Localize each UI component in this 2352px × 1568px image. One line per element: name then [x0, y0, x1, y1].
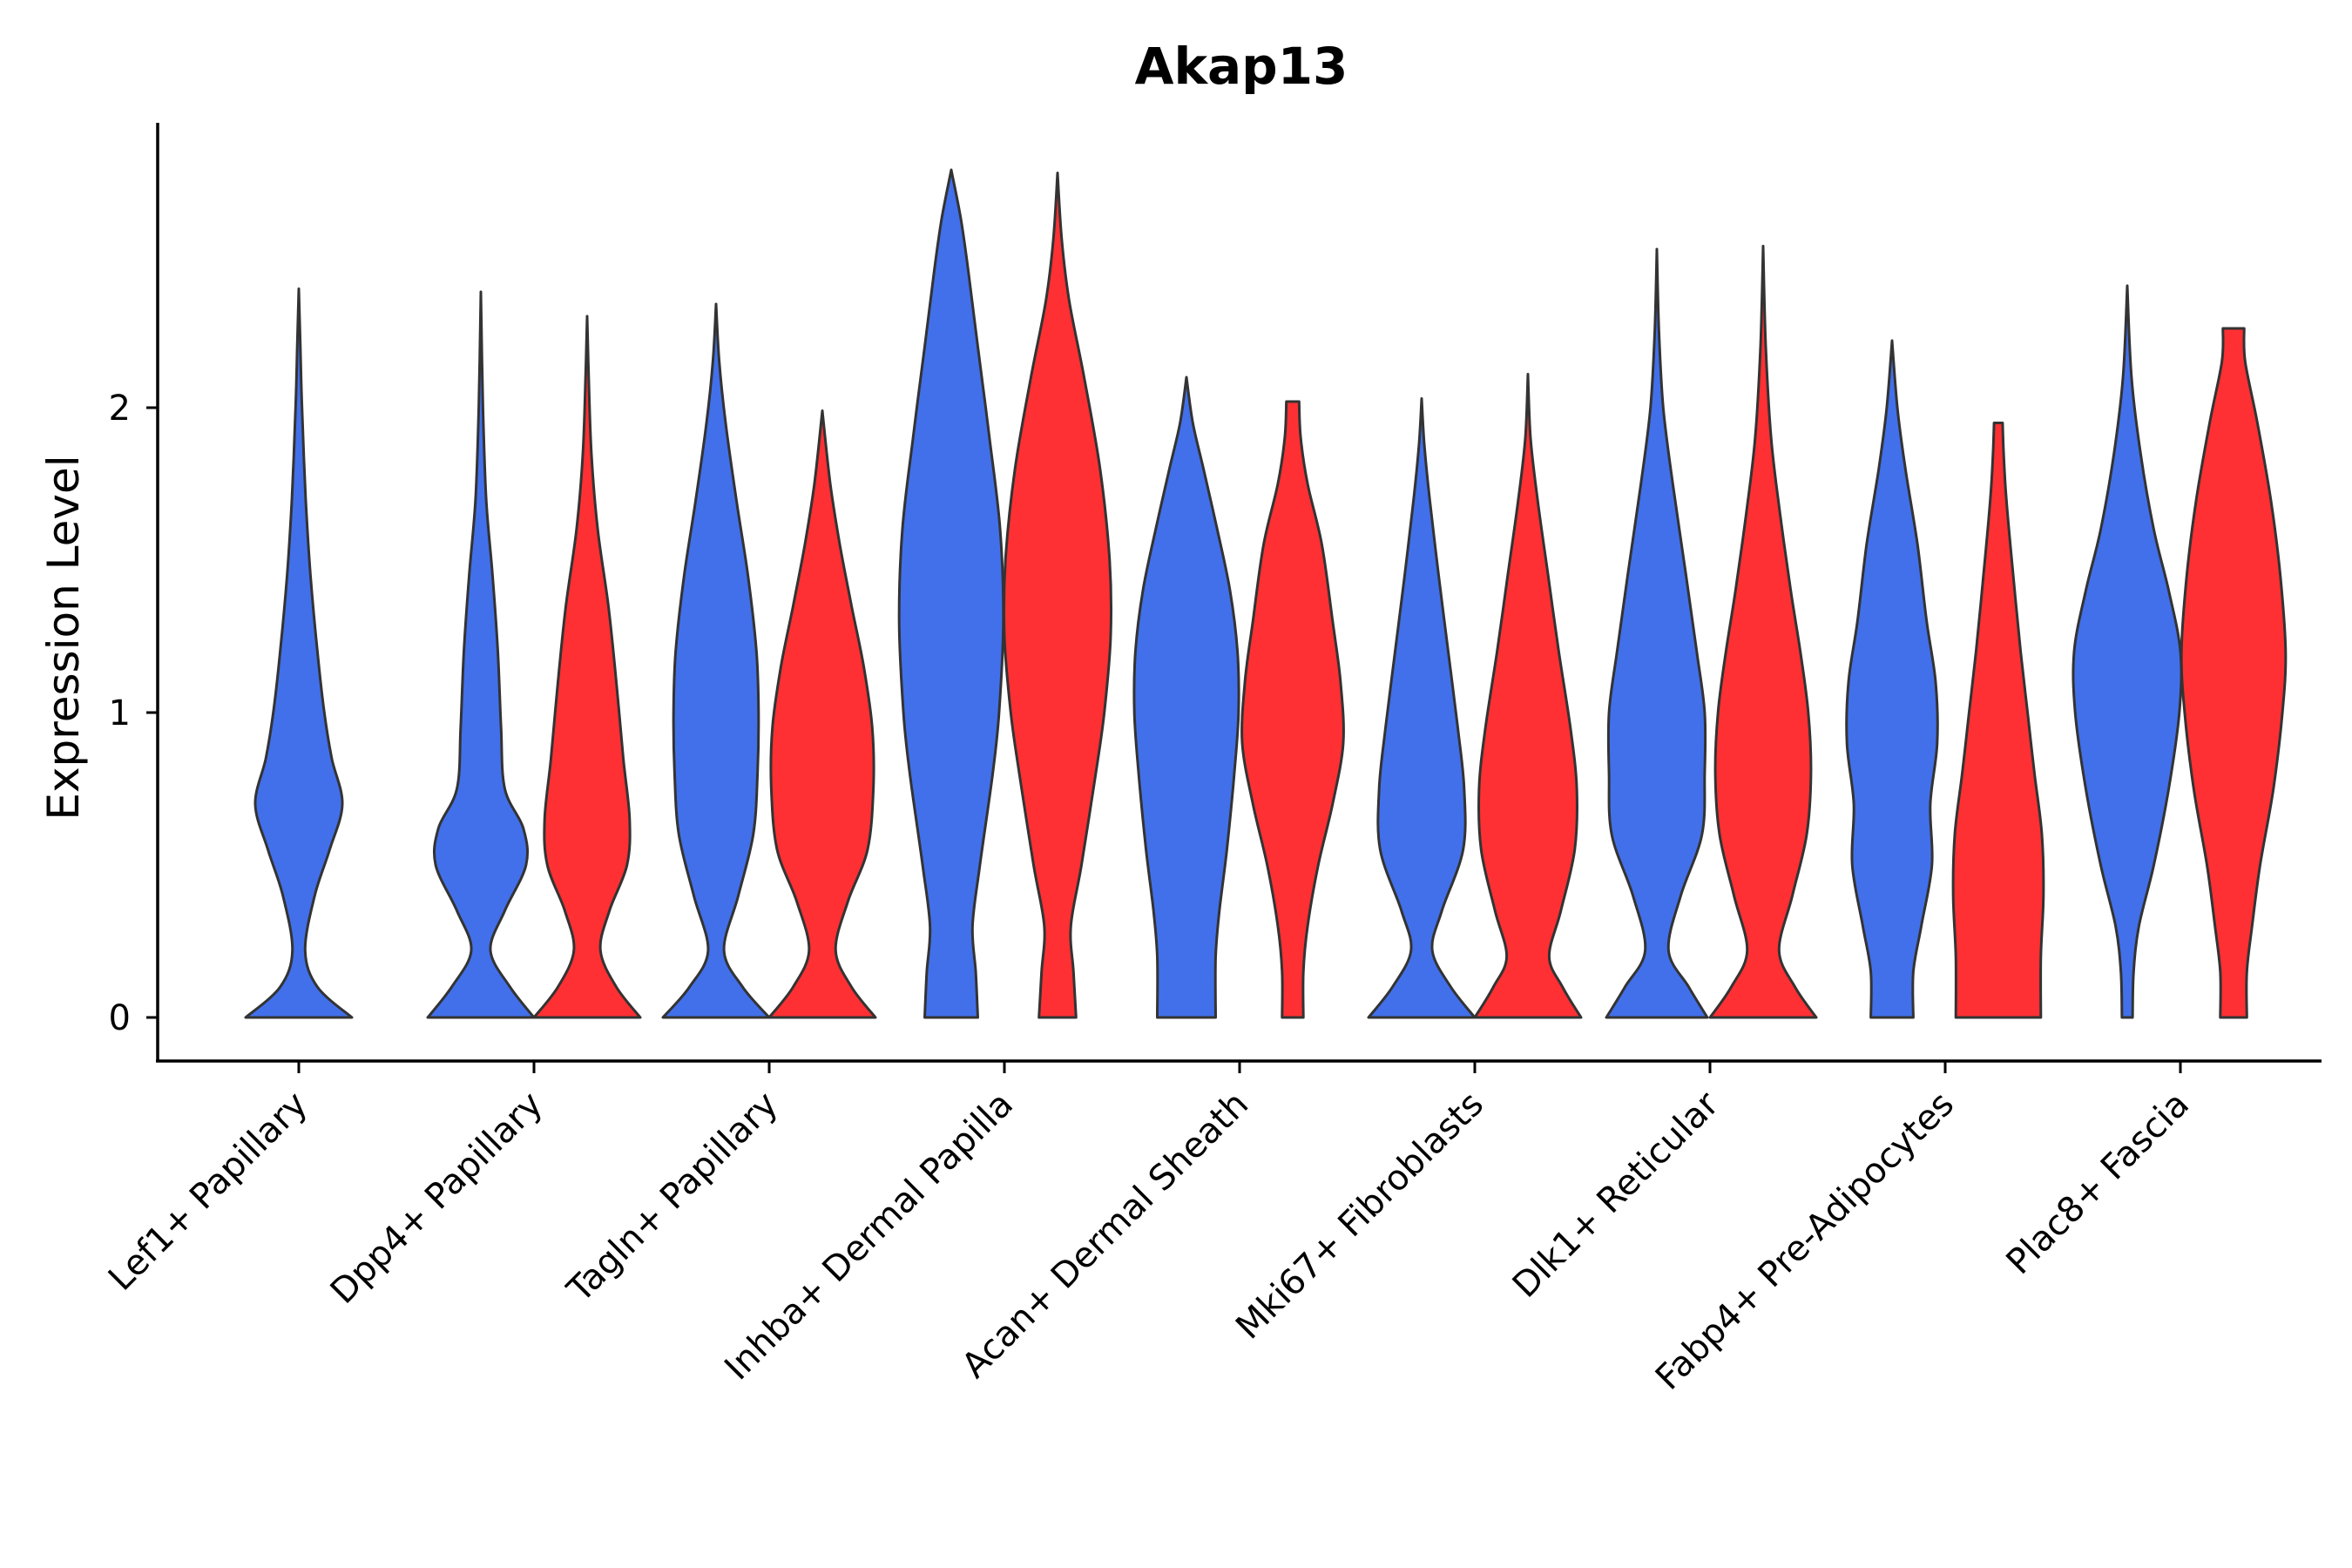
x-tick-label-9: Plac8+ Fascia — [1999, 1085, 2198, 1283]
violin-group1-1 — [244, 287, 354, 1019]
y-axis-label: Expression Level — [38, 455, 89, 820]
violin-group2-4 — [1002, 172, 1113, 1019]
violin-group2-3 — [767, 409, 877, 1019]
violin-group2-5 — [1240, 400, 1345, 1019]
x-tick-label-6: Mki67+ Fibroblasts — [1228, 1085, 1491, 1348]
violin-group1-9 — [2072, 284, 2183, 1019]
x-tick-label-7: Dlk1+ Reticular — [1505, 1084, 1727, 1306]
x-tick-label-2: Dpp4+ Papillary — [323, 1085, 551, 1312]
y-axis: 0 1 2 — [109, 389, 158, 1038]
x-axis: Lef1+ Papillary Dpp4+ Papillary Tagln+ Pap… — [101, 1061, 2197, 1398]
violin-group1-4 — [897, 168, 1005, 1019]
violin-group1-6 — [1367, 397, 1477, 1019]
x-tick-label-3: Tagln+ Papillary — [559, 1085, 786, 1311]
violin-group1-5 — [1132, 375, 1240, 1019]
violin-group2-8 — [1951, 422, 2045, 1019]
violin-group1-2 — [426, 290, 536, 1019]
y-tick-label-1: 1 — [109, 693, 131, 733]
y-tick-label-2: 2 — [109, 389, 131, 429]
violin-group1-7 — [1605, 247, 1709, 1019]
violin-group1-8 — [1845, 339, 1939, 1019]
y-tick-label-0: 0 — [109, 998, 131, 1038]
violin-group2-9 — [2180, 327, 2288, 1019]
violin-group2-7 — [1708, 245, 1818, 1019]
chart-title: Akap13 — [1135, 37, 1348, 96]
violin-group2-2 — [532, 314, 642, 1019]
x-tick-label-1: Lef1+ Papillary — [101, 1085, 315, 1299]
violins-layer — [244, 168, 2288, 1019]
violin-group1-3 — [661, 302, 771, 1019]
violin-group2-6 — [1473, 373, 1583, 1019]
